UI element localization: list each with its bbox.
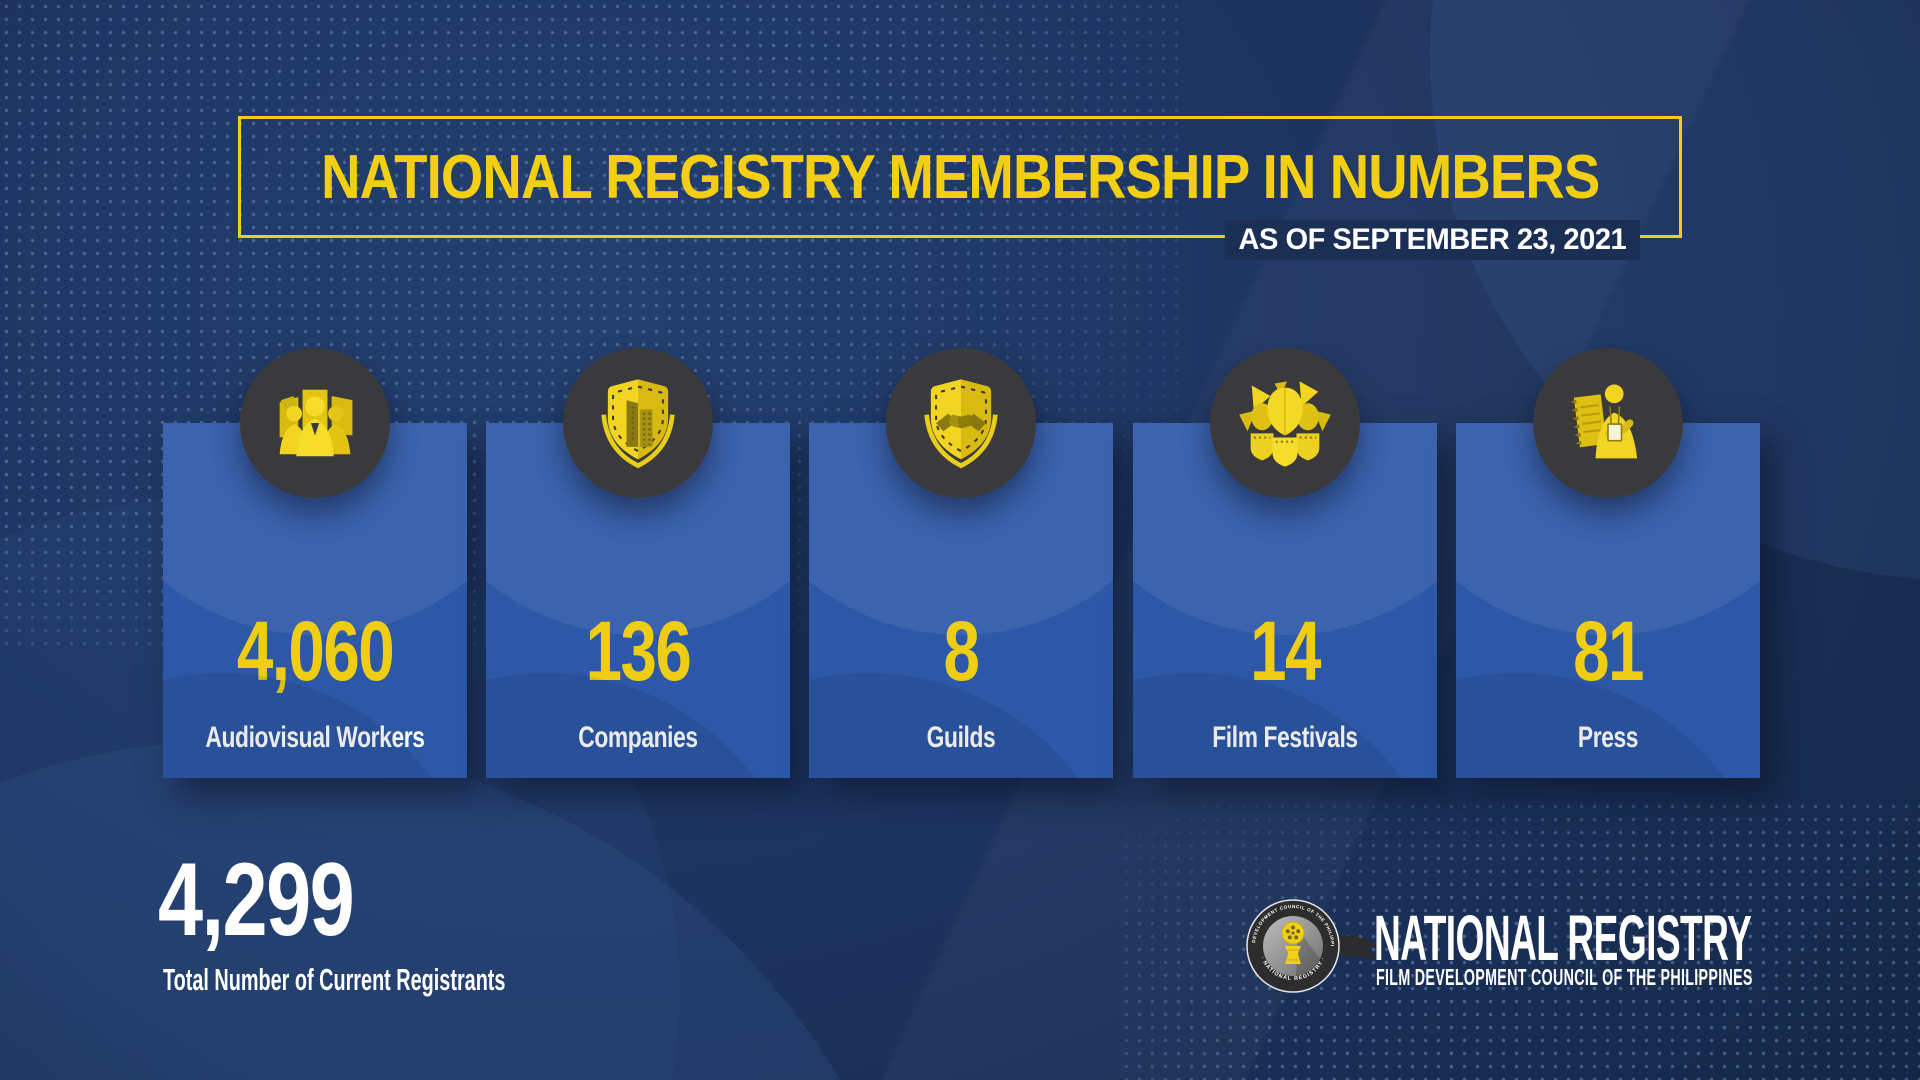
icon-circle (886, 348, 1036, 498)
total-label: Total Number of Current Registrants (163, 962, 506, 997)
card-value: 81 (1573, 604, 1644, 698)
film-festivals-crowd-icon (1239, 381, 1331, 467)
page-title: NATIONAL REGISTRY MEMBERSHIP IN NUMBERS (320, 142, 1600, 212)
title-box: NATIONAL REGISTRY MEMBERSHIP IN NUMBERS (238, 116, 1682, 238)
audiovisual-workers-icon (279, 389, 353, 457)
card-label: Guilds (926, 721, 996, 754)
icon-circle (563, 348, 713, 498)
card-panel: 14 Film Festivals NREF (1133, 423, 1437, 778)
fdcp-seal-icon: FILM DEVELOPMENT COUNCIL OF THE PHILIPPI… (1246, 899, 1340, 993)
icon-circle (1533, 348, 1683, 498)
press-reporter-icon (1570, 384, 1638, 459)
card-value: 136 (585, 604, 692, 698)
card-press: 81 Press NREP (1456, 348, 1760, 778)
card-label: Press (1577, 721, 1639, 754)
total-value: 4,299 (158, 842, 355, 958)
card-value: 4,060 (236, 604, 395, 698)
card-audiovisual-workers: 4,060 Audiovisual Workers NRAW (163, 348, 467, 778)
card-label: Audiovisual Workers (205, 721, 425, 754)
card-companies: 136 Companies NRC (486, 348, 790, 778)
card-label: Companies (578, 721, 698, 754)
companies-shield-icon (601, 379, 675, 469)
card-panel: 4,060 Audiovisual Workers NRAW (163, 423, 467, 778)
guilds-handshake-shield-icon (924, 379, 998, 469)
background-circle-bottom-left (0, 740, 940, 1080)
logo-subtitle: FILM DEVELOPMENT COUNCIL OF THE PHILIPPI… (1376, 964, 1753, 990)
as-of-date: AS OF SEPTEMBER 23, 2021 (1225, 220, 1640, 260)
card-value: 14 (1250, 604, 1321, 698)
icon-circle (1210, 348, 1360, 498)
card-value: 8 (943, 604, 980, 698)
logo-title: NATIONAL REGISTRY (1374, 902, 1752, 974)
card-film-festivals: 14 Film Festivals NREF (1133, 348, 1437, 778)
icon-circle (240, 348, 390, 498)
card-label: Film Festivals (1212, 721, 1358, 754)
film-ribbon-icon (1332, 935, 1380, 959)
card-guilds: 8 Guilds NROA (809, 348, 1113, 778)
